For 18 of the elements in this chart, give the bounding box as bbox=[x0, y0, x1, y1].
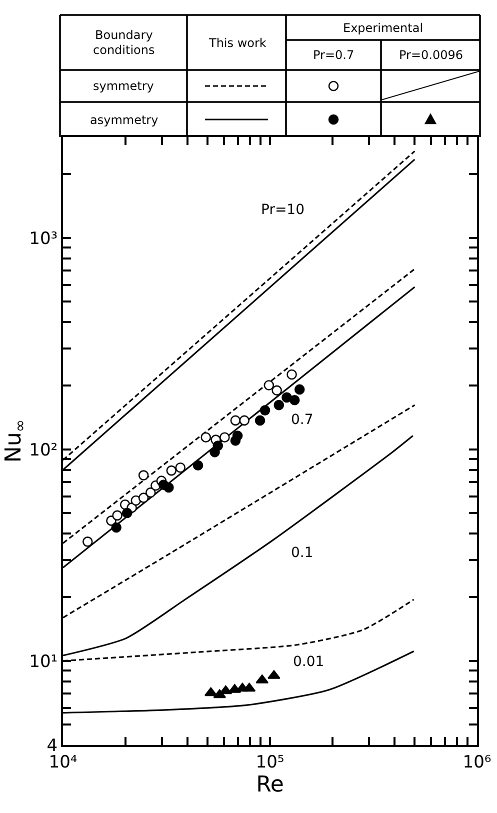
text: Boundary bbox=[95, 28, 153, 42]
annotation: 0.7 bbox=[291, 412, 314, 428]
annotation: Pr=10 bbox=[261, 202, 304, 218]
text: This work bbox=[208, 36, 266, 50]
y-tick-label: 10² bbox=[29, 440, 58, 460]
text: asymmetry bbox=[90, 113, 158, 127]
text: Experimental bbox=[343, 21, 424, 35]
x-tick-label: 10⁵ bbox=[256, 752, 284, 772]
text: conditions bbox=[93, 43, 155, 57]
text: Pr=0.0096 bbox=[399, 48, 464, 62]
y-tick-label: 10³ bbox=[29, 228, 58, 249]
text: Pr=0.7 bbox=[313, 48, 354, 62]
y-tick-label: 10¹ bbox=[29, 652, 58, 672]
annotation: 0.1 bbox=[291, 545, 314, 561]
x-tick-label: 10⁶ bbox=[462, 752, 492, 772]
x-axis-title: Re bbox=[256, 772, 284, 798]
annotation: 0.01 bbox=[293, 654, 324, 670]
text: symmetry bbox=[93, 79, 154, 93]
